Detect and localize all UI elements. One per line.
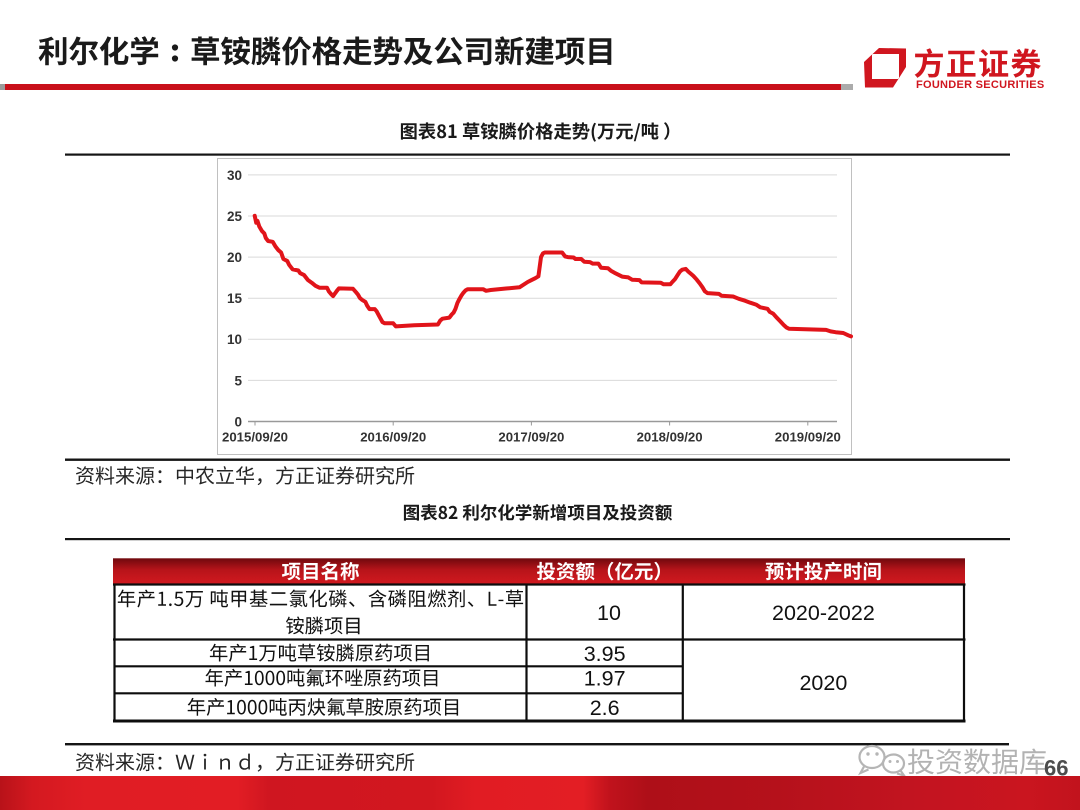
svg-text:2017/09/20: 2017/09/20 <box>498 430 564 445</box>
svg-text:25: 25 <box>227 209 243 224</box>
svg-text:2020-2022: 2020-2022 <box>772 601 875 625</box>
svg-text:FOUNDER SECURITIES: FOUNDER SECURITIES <box>916 79 1045 91</box>
svg-text:2015/09/20: 2015/09/20 <box>222 430 288 445</box>
svg-text:10: 10 <box>597 601 621 625</box>
svg-text:3.95: 3.95 <box>584 642 626 666</box>
svg-text:2016/09/20: 2016/09/20 <box>360 430 426 445</box>
svg-text:10: 10 <box>227 332 242 347</box>
svg-text:2020: 2020 <box>799 671 847 695</box>
svg-text:1.97: 1.97 <box>584 667 626 691</box>
svg-text:2018/09/20: 2018/09/20 <box>637 430 703 445</box>
svg-text:30: 30 <box>227 168 242 183</box>
svg-text:15: 15 <box>227 291 243 306</box>
svg-text:5: 5 <box>234 373 242 388</box>
svg-text:20: 20 <box>227 250 242 265</box>
svg-text:2019/09/20: 2019/09/20 <box>775 430 841 445</box>
svg-text:2.6: 2.6 <box>590 696 620 720</box>
svg-text:0: 0 <box>234 414 242 429</box>
